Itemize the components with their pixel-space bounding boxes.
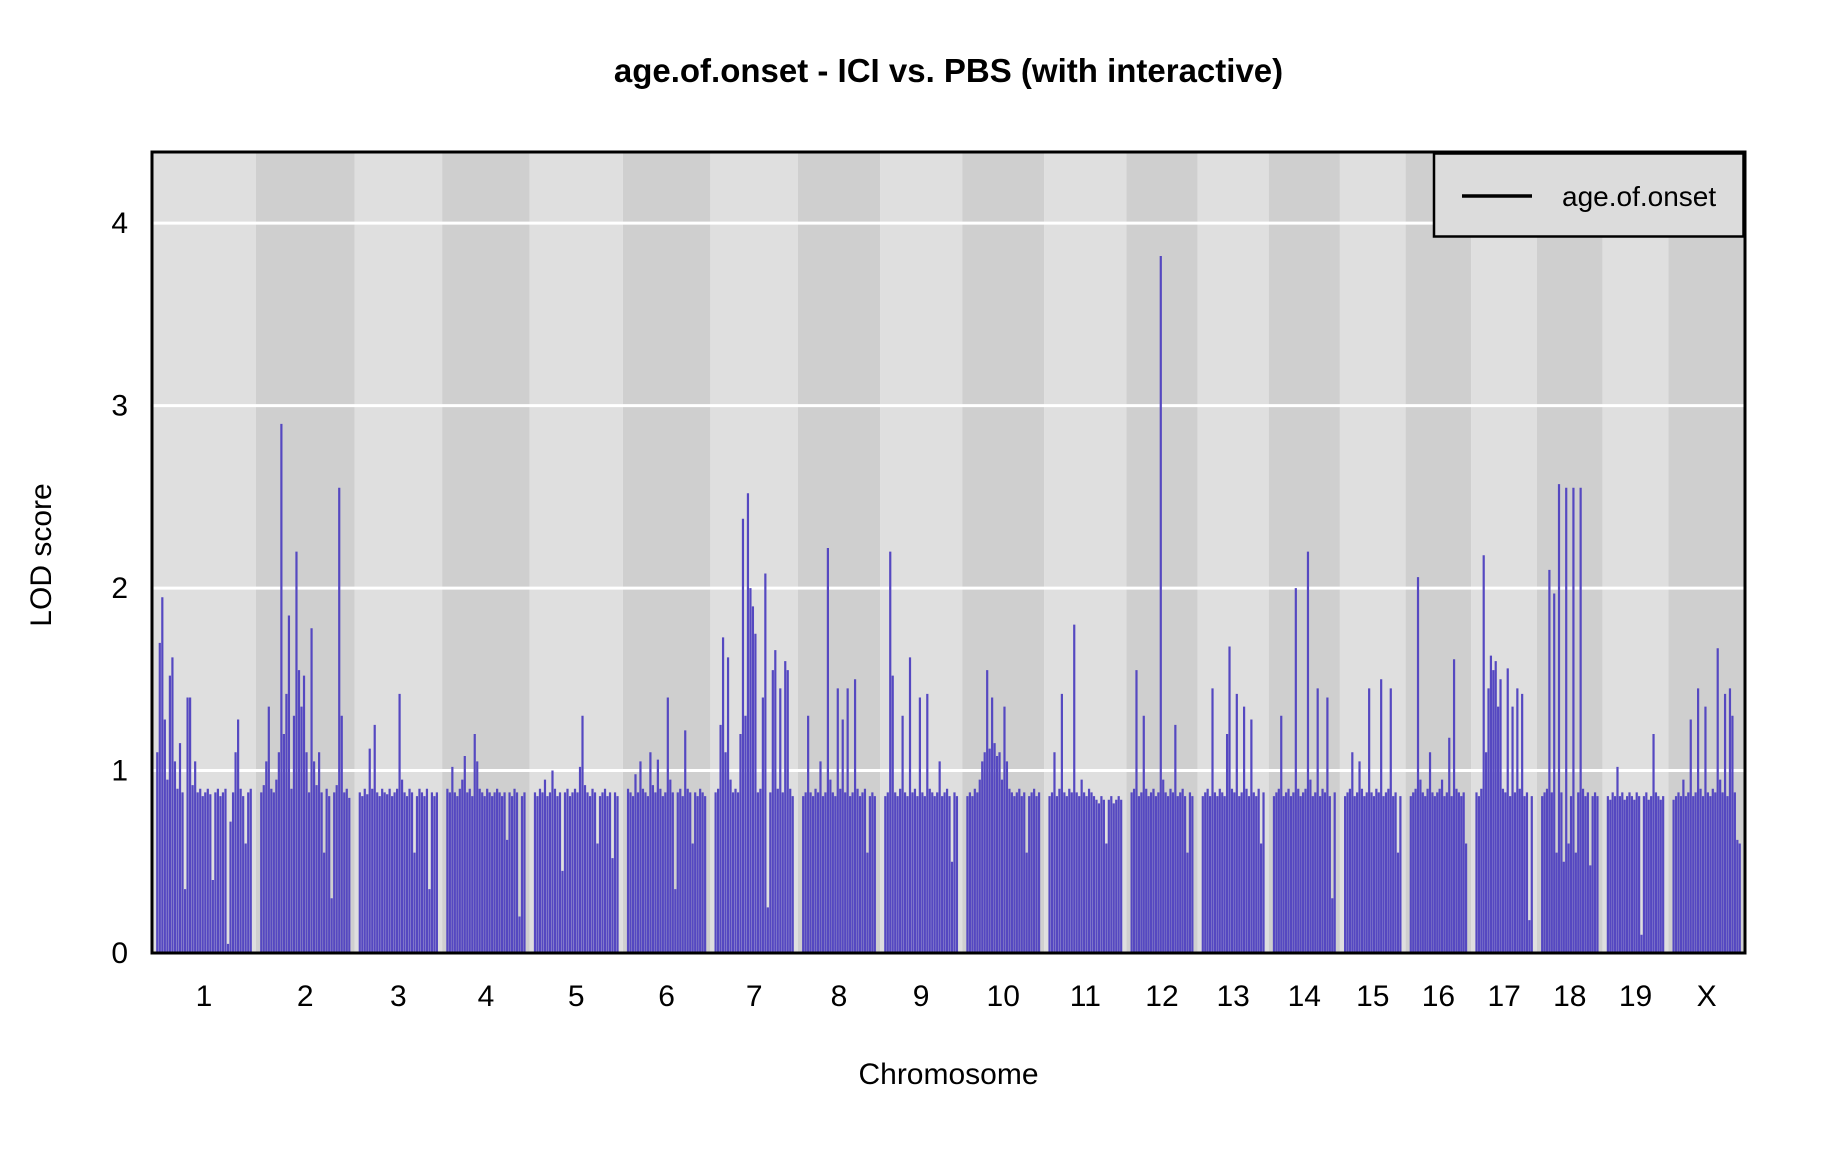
lod-profile-chr-12 <box>1130 256 1194 952</box>
y-tick-0: 0 <box>111 937 128 970</box>
x-tick-chr-17: 17 <box>1487 980 1520 1013</box>
x-tick-chr-19: 19 <box>1619 980 1652 1013</box>
band-chr-2 <box>256 152 355 953</box>
x-axis-title: Chromosome <box>858 1058 1039 1091</box>
x-tick-chr-7: 7 <box>746 980 763 1013</box>
lod-profile-chr-9 <box>884 551 959 952</box>
lod-profile-chr-15 <box>1344 679 1402 952</box>
x-tick-chr-9: 9 <box>913 980 930 1013</box>
x-tick-chr-12: 12 <box>1145 980 1178 1013</box>
x-tick-chr-13: 13 <box>1216 980 1249 1013</box>
plot-border <box>150 150 1747 955</box>
x-tick-chr-14: 14 <box>1288 980 1321 1013</box>
lod-profile-chr-18 <box>1541 484 1599 952</box>
lod-profile-chr-6 <box>626 697 707 952</box>
lod-profile-chr-11 <box>1048 624 1123 952</box>
legend-label: age.of.onset <box>1562 181 1716 212</box>
band-chr-5 <box>529 152 623 953</box>
lod-series <box>156 256 1741 952</box>
lod-profile-chr-X <box>1672 648 1741 952</box>
lod-profile-chr-5 <box>533 715 619 952</box>
legend-box[interactable]: age.of.onset <box>1432 152 1745 238</box>
x-tick-chr-4: 4 <box>478 980 495 1013</box>
x-tick-chr-3: 3 <box>390 980 407 1013</box>
x-tick-chr-X: X <box>1697 980 1717 1013</box>
y-tick-3: 3 <box>111 390 128 423</box>
x-tick-chr-11: 11 <box>1070 980 1101 1013</box>
lod-profile-chr-17 <box>1475 555 1533 952</box>
x-tick-chr-6: 6 <box>658 980 675 1013</box>
x-tick-chr-16: 16 <box>1422 980 1455 1013</box>
x-tick-chr-15: 15 <box>1356 980 1389 1013</box>
x-tick-chr-2: 2 <box>297 980 314 1013</box>
lod-profile-chr-10 <box>966 670 1041 952</box>
lod-profile-chr-3 <box>358 693 438 952</box>
lod-profile-chr-14 <box>1272 551 1336 952</box>
y-tick-4: 4 <box>111 207 128 240</box>
x-tick-chr-5: 5 <box>568 980 585 1013</box>
lod-profile-chr-1 <box>156 597 252 952</box>
lod-profile-chr-19 <box>1606 734 1665 952</box>
x-tick-chr-18: 18 <box>1553 980 1586 1013</box>
lod-profile-chr-16 <box>1409 577 1468 952</box>
lod-profile-chr-4 <box>446 734 526 952</box>
lod-profile-chr-2 <box>260 423 351 952</box>
lod-profile-chr-13 <box>1201 646 1265 952</box>
x-tick-chr-1: 1 <box>196 980 213 1013</box>
chart-title: age.of.onset - ICI vs. PBS (with interac… <box>613 52 1284 89</box>
y-tick-2: 2 <box>111 572 128 605</box>
lod-profile-chr-8 <box>802 547 876 952</box>
lod-profile-chr-7 <box>714 493 794 952</box>
x-tick-chr-10: 10 <box>987 980 1020 1013</box>
x-tick-chr-8: 8 <box>831 980 848 1013</box>
y-tick-1: 1 <box>111 755 128 788</box>
